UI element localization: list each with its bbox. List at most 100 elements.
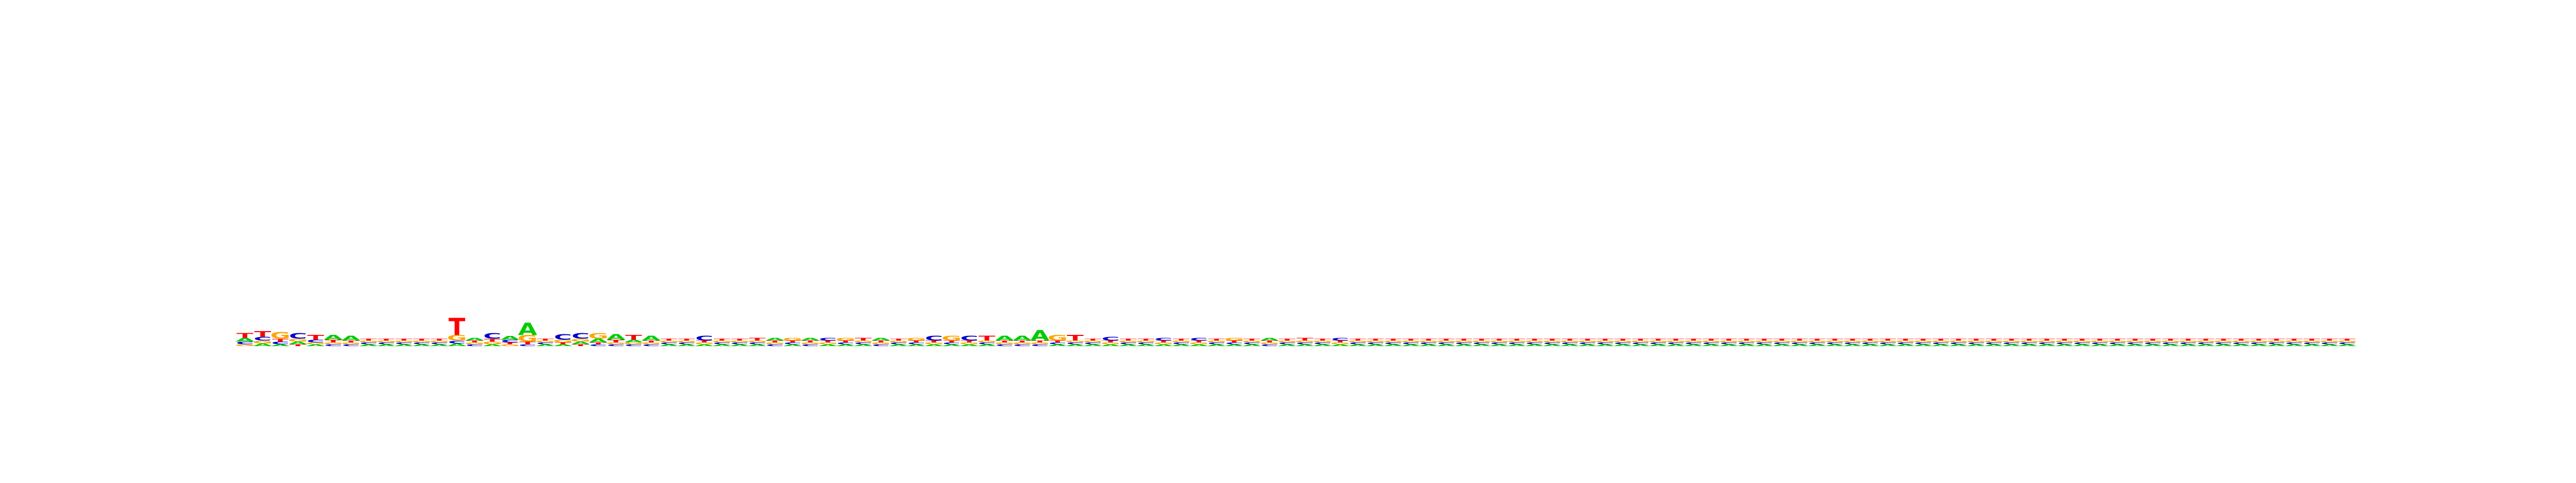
logo-letter-t: T <box>1279 338 1296 341</box>
logo-letter-c: C <box>236 341 254 345</box>
logo-letter-t: T <box>502 342 519 345</box>
logo-letter-t: T <box>2198 338 2215 341</box>
logo-letter-c: C <box>1314 342 1332 345</box>
logo-letter-c: C <box>1861 342 1879 345</box>
logo-letter-t: T <box>1208 338 1225 341</box>
logo-letter-c: C <box>1066 342 1085 345</box>
logo-letter-g: G <box>624 342 644 345</box>
logo-letter-g: G <box>924 342 944 345</box>
logo-letter-a: A <box>324 334 343 341</box>
logo-letter-t: T <box>1155 340 1172 343</box>
logo-letter-t: T <box>466 340 484 343</box>
logo-letter-g: G <box>1896 340 1916 343</box>
logo-letter-a: A <box>306 344 326 347</box>
logo-letter-g: G <box>1772 340 1792 343</box>
logo-letter-g: G <box>1295 340 1315 343</box>
logo-letter-t: T <box>1933 338 1950 341</box>
logo-letter-t: T <box>378 338 395 341</box>
logo-letter-g: G <box>2037 340 2057 343</box>
logo-letter-g: G <box>2337 340 2358 343</box>
logo-letter-g: G <box>1048 333 1068 342</box>
logo-letter-a: A <box>1366 344 1386 347</box>
logo-letter-c: C <box>1172 342 1190 345</box>
logo-letter-a: A <box>1596 344 1615 347</box>
logo-letter-t: T <box>1562 338 1579 341</box>
logo-letter-a: A <box>2055 344 2075 347</box>
logo-letter-a: A <box>730 344 750 347</box>
logo-letter-t: T <box>1879 338 1897 341</box>
logo-letter-t: T <box>766 340 784 343</box>
logo-letter-a: A <box>359 344 379 347</box>
logo-letter-g: G <box>270 331 290 341</box>
logo-letter-g: G <box>1012 342 1033 345</box>
logo-letter-a: A <box>1278 344 1298 347</box>
logo-letter-t: T <box>1738 338 1755 341</box>
logo-letter-a: A <box>977 344 997 347</box>
logo-letter-a: A <box>836 344 856 347</box>
logo-letter-g: G <box>959 342 979 345</box>
logo-letter-c: C <box>1578 342 1597 345</box>
logo-letter-g: G <box>1825 340 1845 343</box>
logo-letter-a: A <box>412 344 432 347</box>
logo-letter-c: C <box>1897 342 1915 345</box>
logo-letter-t: T <box>996 340 1013 343</box>
logo-letter-c: C <box>2055 342 2074 345</box>
logo-letter-t: T <box>1031 340 1049 343</box>
logo-letter-c: C <box>996 344 1014 347</box>
logo-letter-t: T <box>572 344 589 347</box>
logo-letter-a: A <box>1419 344 1439 347</box>
logo-letter-c: C <box>942 342 961 345</box>
logo-letter-g: G <box>482 341 502 345</box>
logo-letter-t: T <box>890 338 908 341</box>
logo-letter-c: C <box>501 339 519 343</box>
logo-letter-t: T <box>1297 337 1314 341</box>
logo-letter-a: A <box>1702 344 1722 347</box>
logo-letter-a: A <box>606 333 626 342</box>
logo-letter-t: T <box>837 340 854 343</box>
logo-letter-t: T <box>1332 340 1349 343</box>
logo-letter-g: G <box>1365 340 1386 343</box>
logo-letter-g: G <box>871 342 891 345</box>
logo-letter-c: C <box>1808 342 1826 345</box>
logo-letter-a: A <box>1543 344 1563 347</box>
logo-letter-t: T <box>325 339 342 343</box>
logo-letter-t: T <box>1526 338 1543 341</box>
logo-letter-g: G <box>1737 340 1757 343</box>
logo-letter-g: G <box>1136 340 1156 343</box>
logo-letter-a: A <box>1967 344 1987 347</box>
logo-letter-t: T <box>484 338 501 342</box>
logo-letter-t: T <box>855 337 872 341</box>
logo-letter-g: G <box>2302 340 2322 343</box>
logo-letter-t: T <box>1314 338 1331 341</box>
logo-letter-g: G <box>2161 340 2181 343</box>
logo-letter-c: C <box>2250 342 2268 345</box>
logo-letter-t: T <box>413 338 430 341</box>
logo-letter-c: C <box>660 342 678 345</box>
logo-letter-t: T <box>978 334 995 342</box>
logo-letter-t: T <box>360 338 377 341</box>
logo-letter-a: A <box>1189 344 1209 347</box>
logo-letter-g: G <box>1418 340 1439 343</box>
logo-letter-a: A <box>536 344 555 347</box>
logo-letter-c: C <box>342 344 360 347</box>
logo-letter-t: T <box>731 338 748 341</box>
logo-letter-c: C <box>2267 342 2286 345</box>
logo-letter-c: C <box>1384 342 1402 345</box>
logo-letter-t: T <box>2303 338 2321 341</box>
logo-letter-g: G <box>2125 340 2146 343</box>
logo-letter-g: G <box>1701 340 1722 343</box>
logo-letter-t: T <box>802 340 819 343</box>
logo-letter-c: C <box>2038 342 2056 345</box>
logo-letter-g: G <box>1842 340 1863 343</box>
logo-letter-c: C <box>819 337 837 341</box>
logo-letter-c: C <box>1720 342 1738 345</box>
logo-letter-g: G <box>358 340 379 343</box>
logo-letter-t: T <box>1014 340 1031 343</box>
logo-letter-a: A <box>783 344 803 347</box>
logo-letter-g: G <box>447 333 467 342</box>
logo-letter-a: A <box>854 344 874 347</box>
logo-letter-t: T <box>2233 338 2250 341</box>
logo-letter-a: A <box>889 344 909 347</box>
logo-letter-c: C <box>2321 342 2339 345</box>
logo-letter-c: C <box>1667 342 1685 345</box>
